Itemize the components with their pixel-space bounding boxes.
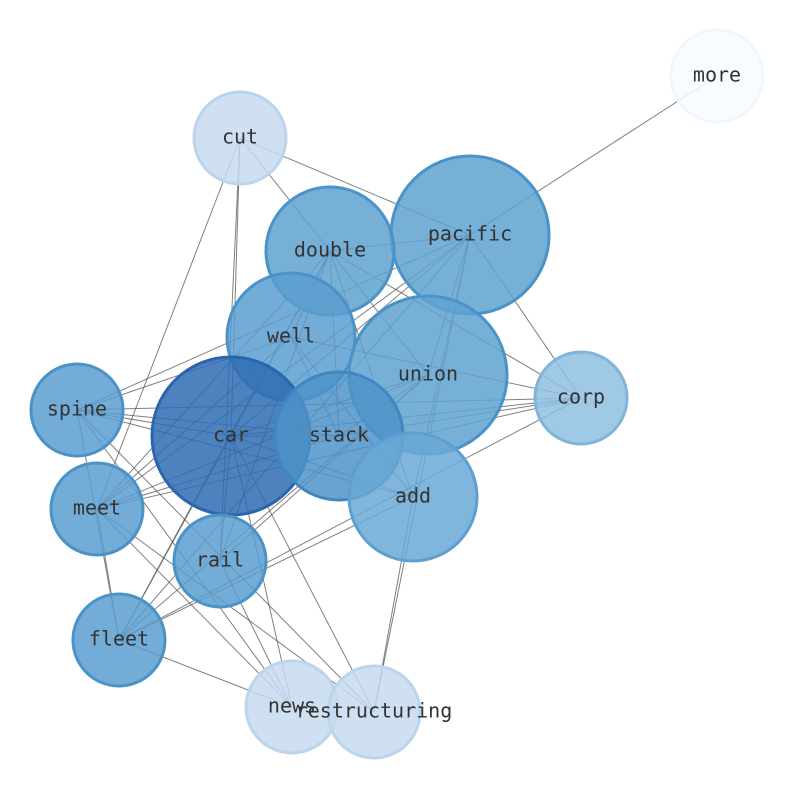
nodes — [29, 28, 765, 760]
node-label: fleet — [89, 627, 149, 651]
node-label: spine — [47, 397, 107, 421]
node-label: rail — [196, 548, 244, 572]
node-label: well — [267, 324, 315, 348]
edge — [96, 137, 241, 510]
node-label: cut — [222, 125, 258, 149]
node — [192, 90, 288, 186]
node — [669, 28, 765, 124]
node-label: double — [294, 238, 366, 262]
node — [29, 362, 125, 458]
node — [49, 461, 145, 557]
node-label: union — [398, 362, 458, 386]
node-label: news — [268, 694, 316, 718]
labels: more cut pacific double well union corp spine ca… — [47, 63, 741, 723]
node-label: more — [693, 63, 741, 87]
node-label: car — [213, 423, 249, 447]
node — [326, 664, 422, 760]
node — [172, 513, 268, 609]
node-label: restructuring — [296, 699, 453, 723]
node-label: meet — [73, 496, 121, 520]
node-label: stack — [309, 423, 369, 447]
node-label: add — [395, 484, 431, 508]
node-label: corp — [557, 385, 605, 409]
node — [71, 592, 167, 688]
node — [533, 350, 629, 446]
node-label: pacific — [428, 222, 512, 246]
node — [347, 431, 479, 563]
